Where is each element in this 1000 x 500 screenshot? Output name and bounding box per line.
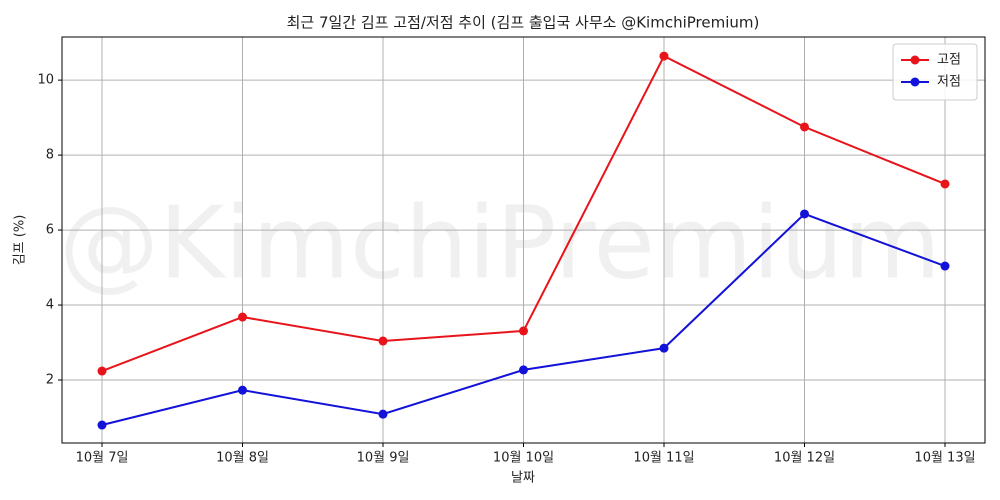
data-point [940,179,950,189]
legend-label: 고점 [937,53,961,68]
chart-title: 최근 7일간 김프 고점/저점 추이 (김프 출입국 사무소 @KimchiPr… [287,14,760,32]
y-tick-label: 4 [46,298,54,313]
x-tick-label: 10월 13일 [914,451,975,466]
data-point [659,343,669,353]
x-tick-label: 10월 12일 [774,451,835,466]
data-point [378,336,388,346]
data-point [238,385,247,395]
data-point [940,261,950,271]
data-point [800,122,809,132]
data-point [378,409,388,419]
data-point [800,209,809,219]
data-point [238,312,247,322]
x-tick-label: 10월 10일 [493,451,554,466]
y-tick-label: 2 [46,373,54,388]
legend-label: 저점 [937,75,961,90]
data-point [97,366,107,376]
x-tick-label: 10월 7일 [76,451,129,466]
data-point [519,326,528,336]
data-point [659,51,669,61]
x-axis-label: 날짜 [511,471,535,486]
x-tick-label: 10월 8일 [216,451,269,466]
y-tick-label: 8 [46,148,54,163]
watermark: @KimchiPremium [59,184,941,301]
x-tick-label: 10월 9일 [357,451,410,466]
legend-marker [910,77,920,87]
y-tick-label: 10 [37,73,54,88]
y-tick-label: 6 [46,223,54,238]
data-point [519,365,528,375]
y-axis-label: 김프 (%) [13,215,28,266]
x-tick-label: 10월 11일 [633,451,694,466]
data-point [97,420,107,430]
legend-marker [910,55,920,65]
plot-frame [61,36,986,444]
legend-box [892,43,978,101]
